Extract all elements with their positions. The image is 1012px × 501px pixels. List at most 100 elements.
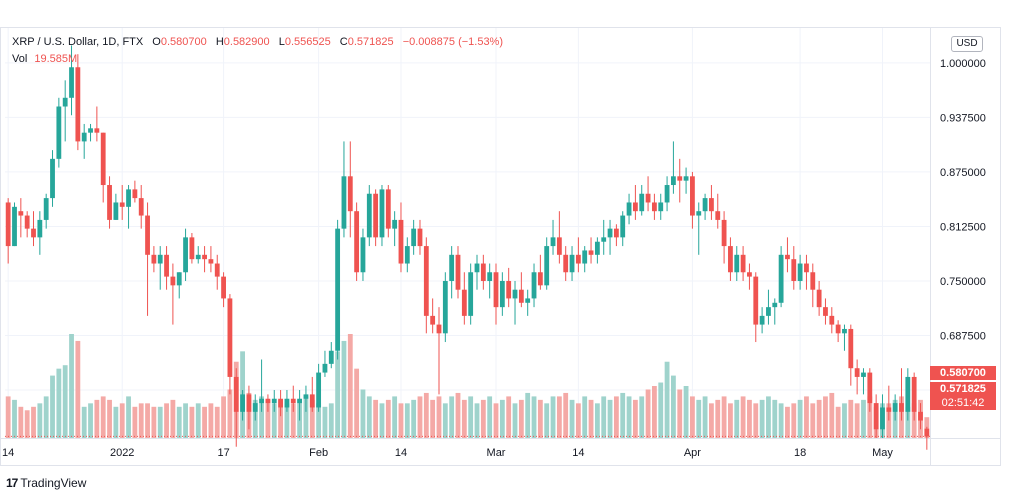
candle-body [924, 428, 930, 437]
volume-bar [347, 334, 353, 438]
volume-bar [107, 399, 112, 438]
volume-bar [531, 396, 537, 438]
vol-value: 19.585M [34, 53, 78, 65]
volume-bar [449, 396, 455, 438]
volume-bar [594, 403, 600, 438]
volume-bar [461, 399, 467, 438]
volume-legend: Vol 19.585M [12, 53, 77, 65]
change-value: −0.008875 (−1.53%) [402, 36, 504, 48]
volume-bar [309, 399, 315, 438]
volume-bar [721, 396, 727, 438]
candle-body [816, 289, 822, 308]
volume-bar [43, 396, 49, 438]
volume-bar [493, 403, 499, 438]
symbol-label[interactable]: XRP / U.S. Dollar, 1D, FTX [12, 36, 144, 48]
volume-bar [37, 403, 43, 438]
candle-body [905, 376, 911, 412]
candle-body [671, 176, 676, 186]
volume-bar [69, 334, 74, 438]
volume-bar [911, 403, 917, 438]
candle-body [366, 193, 372, 238]
candle-body [804, 263, 809, 273]
candle-body [785, 254, 790, 260]
volume-bar [157, 406, 163, 438]
volume-bar [94, 399, 100, 438]
x-tick-label: Apr [684, 447, 701, 459]
volume-bar [430, 399, 436, 438]
y-tick-label: 0.937500 [940, 112, 986, 124]
candle-body [183, 237, 188, 273]
volume-bar [373, 399, 379, 438]
volume-bar [385, 399, 391, 438]
volume-bar [639, 396, 645, 438]
candle-body [537, 272, 543, 286]
candle-body [899, 403, 904, 412]
candle-body [240, 394, 245, 412]
volume-bar [658, 382, 664, 438]
candle-body [645, 193, 651, 203]
candle-body [208, 259, 214, 264]
candle-body [316, 372, 322, 408]
candle-body [525, 298, 531, 303]
volume-bar [487, 396, 493, 438]
volume-bar [126, 396, 131, 438]
candle-body [37, 219, 43, 238]
volume-bar [791, 403, 797, 438]
volume-bar [423, 392, 429, 438]
volume-bar [671, 375, 676, 438]
candle-body [721, 219, 727, 247]
volume-bar [436, 396, 442, 438]
volume-bar [753, 403, 759, 438]
volume-bar [398, 403, 404, 438]
candle-body [265, 398, 271, 404]
volume-bar [189, 406, 195, 438]
volume-bar [601, 396, 607, 438]
volume-bar [683, 386, 689, 438]
candle-body [911, 376, 917, 412]
volume-bar [227, 389, 233, 438]
volume-bar [759, 399, 765, 438]
volume-bar [265, 399, 271, 438]
close-label: C [339, 36, 348, 48]
volume-bar [75, 340, 81, 438]
volume-bar [778, 403, 784, 438]
candle-body [284, 398, 290, 408]
candle-body [506, 280, 512, 299]
candle-body [747, 272, 752, 277]
volume-bar [588, 399, 594, 438]
candle-body [753, 276, 759, 325]
candle-body [214, 263, 220, 277]
candle-body [474, 263, 480, 273]
candle-body [892, 403, 898, 412]
candle-body [886, 407, 892, 412]
tradingview-logo[interactable]: 17 TradingView [6, 476, 86, 490]
candle-body [404, 246, 410, 264]
volume-bar [195, 403, 201, 438]
candle-body [113, 202, 119, 220]
candle-body [842, 328, 847, 334]
candle-body [430, 315, 436, 325]
currency-button[interactable]: USD [951, 36, 983, 52]
volume-bar [766, 396, 771, 438]
candle-body [810, 272, 816, 290]
volume-bar [5, 396, 11, 438]
candle-body [715, 211, 721, 220]
volume-bar [138, 403, 144, 438]
candle-body [69, 67, 74, 98]
volume-bar [867, 396, 873, 438]
candle-body [221, 276, 226, 299]
volume-bar [100, 396, 106, 438]
volume-bar [18, 406, 24, 438]
volume-bar [518, 399, 524, 438]
low-value: 0.556525 [284, 36, 331, 48]
volume-bar [747, 399, 752, 438]
candle-body [550, 237, 556, 247]
candle-body [119, 202, 125, 207]
volume-bar [56, 368, 62, 438]
candle-body [43, 198, 49, 220]
candle-body [252, 403, 258, 412]
tradingview-brand: TradingView [20, 476, 87, 490]
volume-bar [271, 403, 277, 438]
